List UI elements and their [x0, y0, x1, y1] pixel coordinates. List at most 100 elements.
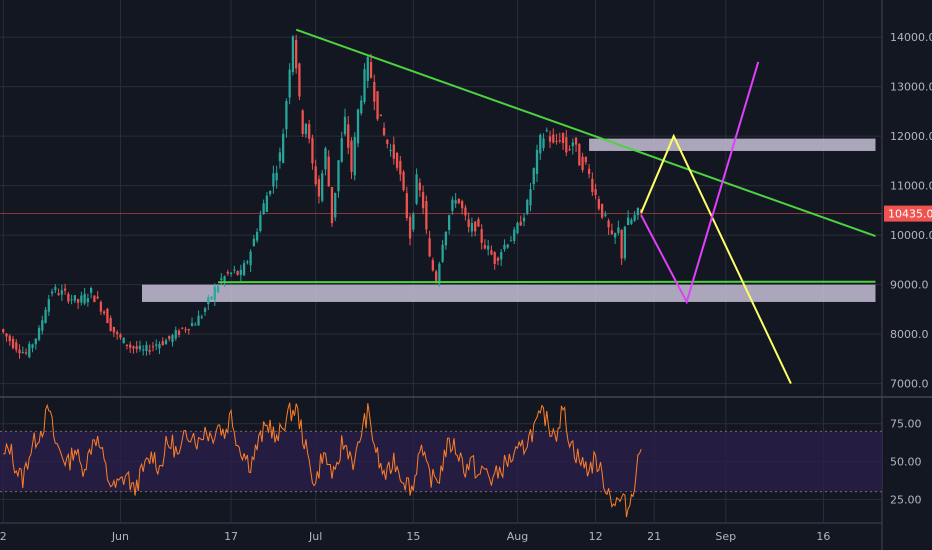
time-axis-label: 15 — [406, 530, 420, 543]
time-axis-label: 2 — [0, 530, 7, 543]
candle-body — [490, 250, 493, 255]
candle-body — [356, 109, 360, 144]
candle-body — [474, 221, 477, 232]
candle-body — [353, 136, 356, 176]
candle-body — [343, 116, 347, 135]
candle-body — [600, 203, 604, 218]
candle-body — [363, 69, 366, 102]
time-axis-label: Jun — [111, 530, 129, 543]
candle-body — [317, 179, 321, 197]
candle-body — [255, 231, 259, 241]
candle-body — [447, 215, 451, 230]
candle-body — [181, 327, 184, 329]
candle-body — [220, 278, 223, 280]
candle-body — [483, 245, 487, 249]
candle-body — [591, 178, 594, 192]
candle-body — [216, 286, 220, 293]
candle-body — [389, 150, 392, 152]
candle-body — [190, 323, 194, 326]
rsi-axis-label: 25.00 — [890, 493, 922, 506]
price-axis-label: 10000.0 — [890, 229, 932, 242]
candle-body — [421, 192, 425, 209]
upper-resistance-zone[interactable] — [589, 138, 876, 151]
candle-body — [106, 308, 109, 324]
candle-body — [24, 352, 28, 354]
candle-body — [116, 332, 119, 335]
candle-body — [587, 168, 591, 175]
candle-body — [613, 232, 617, 238]
magenta-projection-line[interactable] — [640, 61, 760, 305]
candle-body — [500, 252, 503, 260]
green-upper-trendline[interactable] — [295, 28, 876, 238]
candle-body — [441, 244, 444, 262]
lower-support-zone[interactable] — [142, 284, 876, 302]
time-axis-label: Jul — [308, 530, 322, 543]
candle-body — [379, 114, 382, 117]
candle-body — [249, 251, 252, 266]
price-axis-label: 12000.0 — [890, 130, 932, 143]
candle-body — [288, 69, 291, 98]
time-axis-label: 17 — [224, 530, 238, 543]
candle-body — [200, 316, 203, 318]
price-axis-label: 11000.0 — [890, 180, 932, 193]
time-axis-label: 12 — [589, 530, 603, 543]
candle-body — [265, 195, 269, 212]
candle-body — [412, 214, 415, 230]
candle-body — [229, 272, 233, 275]
rsi-line — [3, 402, 642, 518]
candle-body — [109, 318, 112, 331]
candle-body — [73, 295, 76, 301]
candle-body — [21, 351, 24, 353]
price-axis-label: 7000.0 — [890, 378, 929, 391]
candle-body — [242, 263, 246, 276]
candle-body — [301, 110, 304, 134]
time-axis-label: 21 — [647, 530, 661, 543]
green-lower-support-line[interactable] — [218, 280, 876, 284]
candle-body — [161, 341, 164, 345]
candle-body — [607, 220, 610, 228]
candle-body — [477, 219, 480, 227]
candle-body — [444, 231, 448, 246]
candle-body — [252, 238, 255, 247]
drawing-lines[interactable] — [218, 28, 876, 385]
candle-body — [555, 140, 558, 142]
candle-body — [295, 39, 298, 69]
candle-body — [431, 260, 435, 271]
candle-body — [41, 320, 44, 331]
candle-body — [184, 329, 187, 331]
candle-body — [275, 172, 278, 181]
candle-body — [516, 223, 519, 234]
candle-body — [99, 302, 103, 312]
yellow-projection-line[interactable] — [640, 133, 792, 385]
candle-body — [164, 340, 168, 345]
candle-body — [347, 124, 350, 148]
candle-body — [119, 334, 122, 338]
candle-body — [369, 62, 373, 78]
candle-body — [151, 346, 155, 348]
candle-body — [496, 257, 500, 261]
candle-body — [93, 295, 96, 303]
candle-body — [246, 261, 249, 263]
candle-body — [129, 344, 132, 348]
candle-body — [415, 174, 418, 204]
candle-body — [142, 349, 145, 351]
candle-body — [584, 156, 587, 163]
candle-body — [285, 100, 288, 130]
candle-body — [617, 227, 620, 233]
candle-body — [57, 293, 60, 295]
candle-body — [594, 189, 597, 195]
candle-body — [373, 82, 376, 102]
candle-body — [135, 346, 138, 349]
candle-body — [434, 271, 438, 283]
time-axis-label: Aug — [507, 530, 528, 543]
candle-body — [298, 63, 301, 97]
candle-body — [60, 290, 63, 295]
candle-body — [571, 142, 574, 147]
price-zones — [142, 138, 876, 302]
candle-body — [340, 138, 343, 162]
candle-body — [636, 207, 640, 216]
candle-body — [194, 324, 197, 326]
candle-body — [457, 198, 461, 204]
candle-body — [171, 335, 174, 343]
